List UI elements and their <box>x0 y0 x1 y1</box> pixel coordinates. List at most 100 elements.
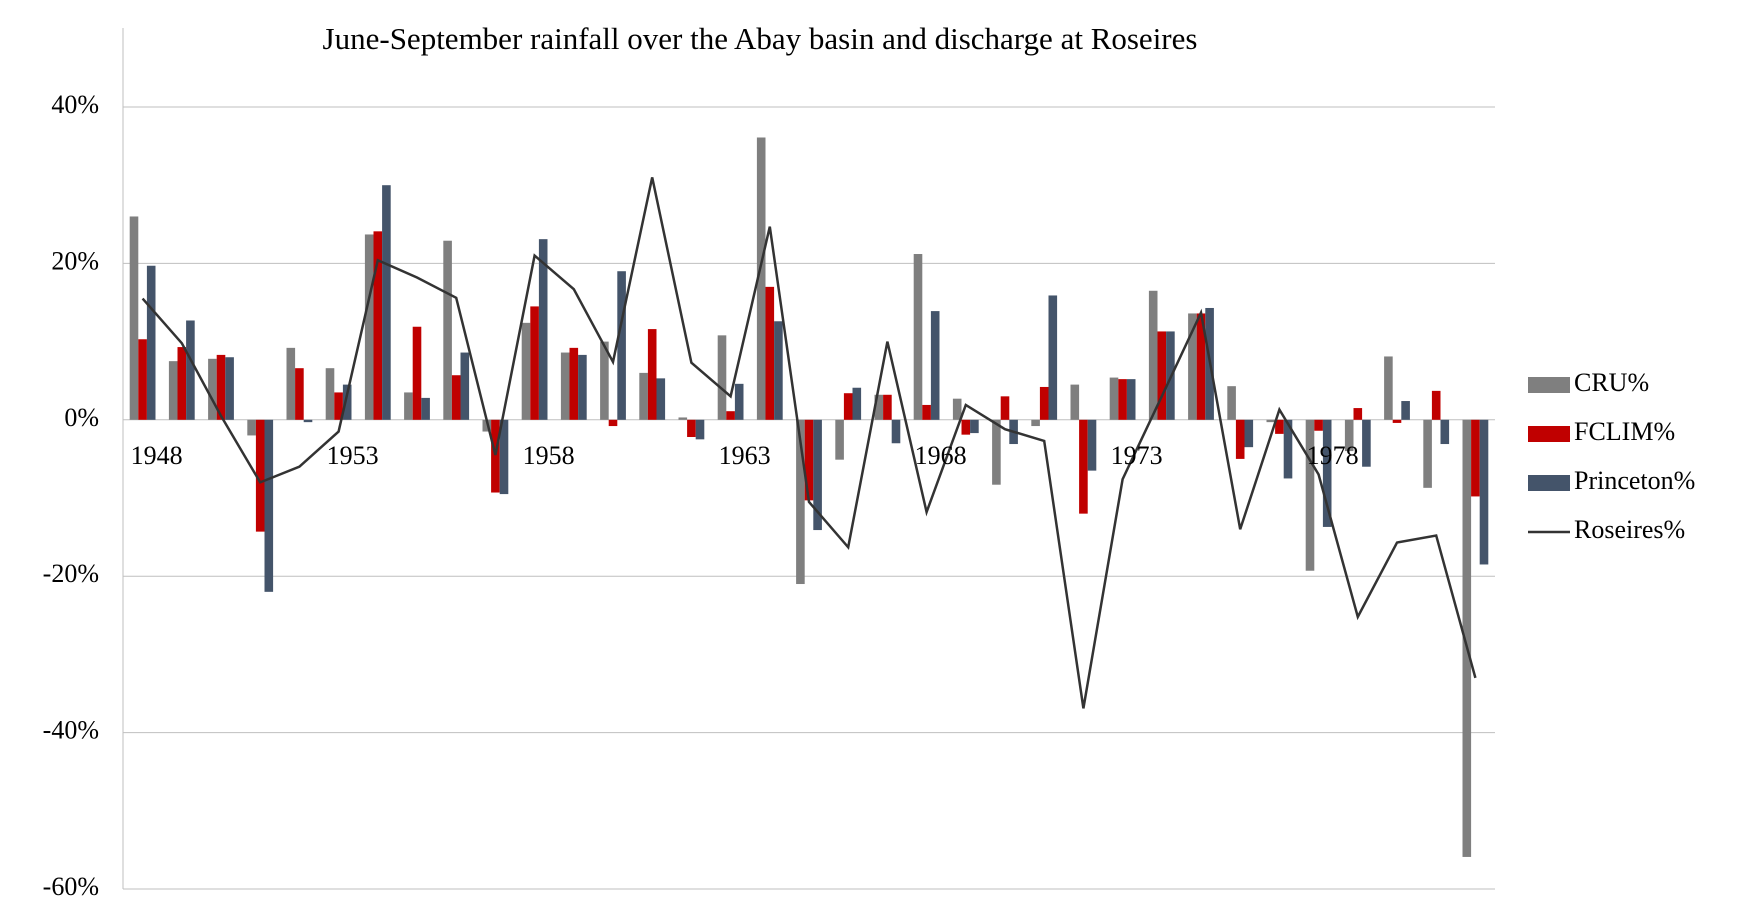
bar <box>1188 313 1197 420</box>
bar <box>138 339 147 420</box>
bar <box>1039 386 1049 420</box>
legend-label: Princeton% <box>1574 466 1695 495</box>
y-tick-label: 0% <box>64 403 99 432</box>
bar <box>1423 419 1432 488</box>
bar <box>208 358 217 420</box>
bar <box>1314 419 1323 431</box>
bar <box>404 392 413 420</box>
bar <box>617 271 626 420</box>
bar <box>560 352 570 420</box>
bar <box>1109 377 1119 420</box>
bar <box>1362 419 1371 467</box>
bar <box>1000 396 1010 420</box>
bar <box>264 419 274 592</box>
y-tick-label: -60% <box>43 872 99 901</box>
bar <box>460 352 470 420</box>
bar <box>129 216 139 420</box>
bar <box>1148 290 1158 420</box>
bar <box>796 419 805 585</box>
bar <box>843 393 853 420</box>
bar <box>373 231 383 420</box>
bar <box>569 347 579 420</box>
y-tick-label: 20% <box>51 246 99 275</box>
bar <box>443 240 452 420</box>
bar <box>678 417 688 420</box>
bar <box>499 419 509 495</box>
bar <box>216 354 226 420</box>
bar <box>765 286 775 420</box>
bar <box>1283 419 1293 479</box>
bar <box>992 419 1001 485</box>
bar <box>342 384 352 420</box>
bar <box>146 265 156 420</box>
bar <box>521 322 531 420</box>
legend-label: FCLIM% <box>1574 417 1675 446</box>
bar <box>1079 419 1088 514</box>
bar <box>247 419 256 436</box>
legend-label: Roseires% <box>1574 515 1685 544</box>
x-tick-label: 1968 <box>915 441 967 470</box>
bar <box>913 254 923 420</box>
bar <box>530 306 539 420</box>
bar <box>1384 356 1393 420</box>
bar <box>334 392 343 420</box>
bar <box>168 361 178 420</box>
bar <box>970 419 979 434</box>
bar <box>286 347 296 420</box>
bar <box>1196 313 1206 420</box>
y-tick-label: -40% <box>43 716 99 745</box>
bar <box>1048 295 1058 420</box>
bar <box>874 394 884 420</box>
bar <box>325 368 335 420</box>
bar <box>1322 419 1332 527</box>
bar <box>687 419 696 438</box>
line <box>141 177 1477 709</box>
bar <box>578 354 587 420</box>
bar <box>538 239 548 420</box>
bar <box>1275 419 1284 434</box>
bar <box>1087 419 1097 471</box>
bar <box>600 341 609 420</box>
bar <box>952 398 962 420</box>
chart-title: June-September rainfall over the Abay ba… <box>323 21 1198 56</box>
bar <box>225 357 234 420</box>
bar <box>1344 419 1354 452</box>
bar <box>1305 419 1315 571</box>
bar <box>639 372 648 420</box>
bar <box>1401 401 1410 420</box>
bar <box>255 419 265 532</box>
bar <box>1031 419 1040 427</box>
bar <box>295 368 304 420</box>
bar <box>1353 408 1363 420</box>
bar <box>813 419 822 531</box>
bar <box>656 378 666 420</box>
bar <box>1392 419 1402 423</box>
bar <box>717 335 727 420</box>
bar <box>961 419 971 435</box>
bar <box>1227 386 1236 420</box>
bar <box>303 419 313 423</box>
bar <box>421 397 430 420</box>
x-tick-label: 1973 <box>1111 441 1163 470</box>
bar <box>734 383 744 420</box>
bar <box>1126 379 1136 420</box>
bar <box>364 234 374 420</box>
bar <box>186 320 195 420</box>
bar <box>922 404 931 420</box>
x-tick-label: 1953 <box>327 441 379 470</box>
bar <box>412 326 422 420</box>
bar <box>891 419 901 444</box>
legend-label: CRU% <box>1574 368 1649 397</box>
bar <box>1235 419 1245 459</box>
x-tick-label: 1948 <box>131 441 183 470</box>
bar <box>1479 419 1489 565</box>
legend-swatch <box>1528 426 1570 442</box>
x-tick-label: 1958 <box>523 441 575 470</box>
bar <box>177 347 187 420</box>
bar <box>1118 379 1127 420</box>
bar <box>804 419 814 501</box>
bar <box>608 419 618 427</box>
bar <box>756 137 766 420</box>
legend-swatch <box>1528 377 1570 393</box>
